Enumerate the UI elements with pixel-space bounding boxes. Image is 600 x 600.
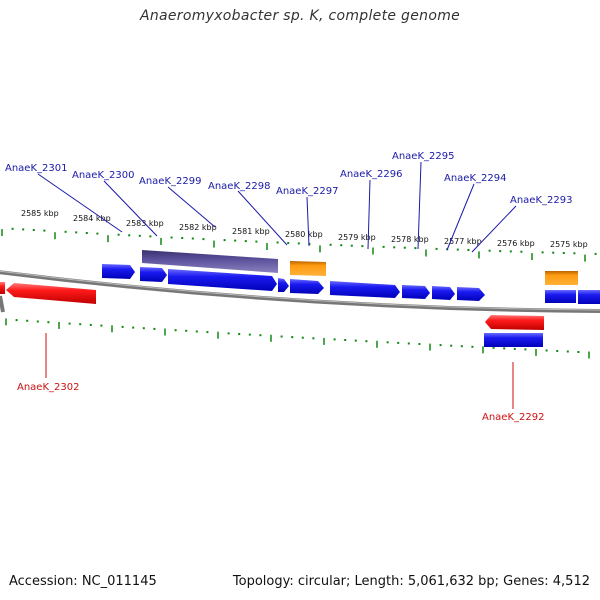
gene-arrow[interactable]: [330, 281, 400, 298]
leader-line: [446, 183, 475, 251]
genome-backbone-highlight: [0, 270, 600, 311]
scale-tick-label: 2575 kbp: [550, 240, 588, 249]
gene-arrow[interactable]: [140, 267, 167, 282]
leader-line: [167, 186, 216, 228]
gene-arrow[interactable]: [102, 264, 135, 279]
leader-line: [367, 179, 371, 250]
gene-label[interactable]: AnaeK_2294: [444, 173, 506, 184]
leader-line: [37, 173, 123, 233]
map-title: Anaeromyxobacter sp. K, complete genome: [139, 8, 461, 24]
leader-line: [237, 190, 288, 246]
backbone-left-stub: [0, 295, 5, 313]
gene-label[interactable]: AnaeK_2295: [392, 151, 454, 162]
gene-arrow[interactable]: [545, 290, 576, 303]
scale-tick-label: 2576 kbp: [497, 239, 535, 248]
leader-line: [306, 196, 310, 247]
forward-strand-genes: [102, 250, 600, 304]
scale-tick-label: 2579 kbp: [338, 233, 376, 242]
reverse-strand-genes: [0, 282, 544, 347]
leader-line: [417, 161, 422, 250]
gene-label[interactable]: AnaeK_2299: [139, 176, 201, 187]
gene-arrow[interactable]: [278, 278, 289, 292]
gene-label[interactable]: AnaeK_2300: [72, 170, 134, 181]
gene-arrow[interactable]: [457, 287, 485, 301]
gene-arrow[interactable]: [402, 285, 430, 299]
scale-tick-label: 2585 kbp: [21, 209, 59, 218]
inner-tick-row: [5, 318, 590, 359]
scale-tick-label: 2578 kbp: [391, 235, 429, 244]
gene-arrow[interactable]: [6, 283, 96, 304]
gene-arrow[interactable]: [484, 333, 543, 347]
scale-tick-label: 2582 kbp: [179, 223, 217, 232]
gene-arrow[interactable]: [578, 290, 600, 304]
rna-gene-block[interactable]: [545, 271, 578, 285]
gene-label[interactable]: AnaeK_2298: [208, 181, 270, 192]
leader-line: [103, 180, 158, 237]
gene-arrow[interactable]: [168, 269, 277, 291]
gene-arrow[interactable]: [432, 286, 455, 300]
gene-arrow[interactable]: [0, 282, 5, 294]
leader-line: [471, 205, 517, 253]
gene-arrow[interactable]: [485, 315, 544, 330]
gene-label[interactable]: AnaeK_2293: [510, 195, 572, 206]
genome-summary-text: Topology: circular; Length: 5,061,632 bp…: [232, 574, 590, 589]
label-leader-lines: [37, 161, 517, 409]
rna-gene-block[interactable]: [290, 261, 326, 276]
scale-tick-label: 2580 kbp: [285, 230, 323, 239]
gene-label[interactable]: AnaeK_2296: [340, 169, 402, 180]
gene-label[interactable]: AnaeK_2302: [17, 382, 79, 393]
pseudo-gene-block[interactable]: [142, 250, 278, 273]
accession-text: Accession: NC_011145: [9, 574, 157, 589]
gene-label[interactable]: AnaeK_2297: [276, 186, 338, 197]
genome-backbone: [0, 270, 600, 313]
gene-label[interactable]: AnaeK_2292: [482, 412, 544, 423]
gene-arrow[interactable]: [290, 279, 324, 294]
rna-genes: [290, 261, 578, 285]
gene-label[interactable]: AnaeK_2301: [5, 163, 67, 174]
outer-tick-row: [1, 227, 597, 262]
scale-tick-label: 2584 kbp: [73, 214, 111, 223]
scale-tick-label: 2581 kbp: [232, 227, 270, 236]
gene-labels: AnaeK_2301 AnaeK_2300 AnaeK_2299 AnaeK_2…: [5, 151, 572, 423]
scale-labels: 2585 kbp 2584 kbp 2583 kbp 2582 kbp 2581…: [21, 209, 588, 249]
scale-tick-label: 2577 kbp: [444, 237, 482, 246]
